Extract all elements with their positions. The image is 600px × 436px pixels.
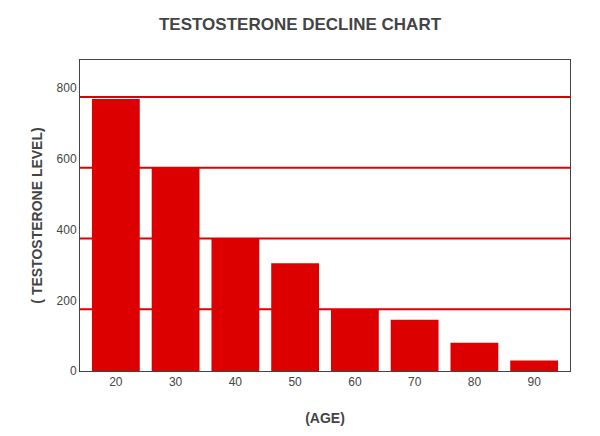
svg-text:50: 50 xyxy=(288,375,302,389)
svg-text:( TESTOSTERONE LEVEL): ( TESTOSTERONE LEVEL) xyxy=(29,127,45,303)
svg-text:(AGE): (AGE) xyxy=(305,410,345,426)
svg-text:400: 400 xyxy=(57,223,77,237)
svg-text:40: 40 xyxy=(229,375,243,389)
svg-text:600: 600 xyxy=(57,152,77,166)
svg-text:0: 0 xyxy=(70,364,77,378)
svg-text:TESTOSTERONE DECLINE CHART: TESTOSTERONE DECLINE CHART xyxy=(159,15,442,34)
svg-text:20: 20 xyxy=(109,375,123,389)
svg-text:80: 80 xyxy=(468,375,482,389)
svg-text:60: 60 xyxy=(348,375,362,389)
svg-text:70: 70 xyxy=(408,375,422,389)
svg-text:30: 30 xyxy=(169,375,183,389)
svg-text:90: 90 xyxy=(527,375,541,389)
svg-text:200: 200 xyxy=(57,294,77,308)
svg-text:800: 800 xyxy=(57,81,77,95)
